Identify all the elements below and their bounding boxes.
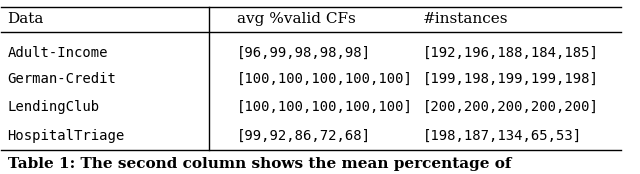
Text: [199,198,199,199,198]: [199,198,199,199,198] (423, 72, 599, 86)
Text: HospitalTriage: HospitalTriage (8, 129, 125, 143)
Text: [99,92,86,72,68]: [99,92,86,72,68] (237, 129, 371, 143)
Text: [200,200,200,200,200]: [200,200,200,200,200] (423, 100, 599, 113)
Text: Adult-Income: Adult-Income (8, 46, 108, 60)
Text: Table 1: The second column shows the mean percentage of: Table 1: The second column shows the mea… (8, 157, 511, 171)
Text: LendingClub: LendingClub (8, 100, 100, 113)
Text: avg %valid CFs: avg %valid CFs (237, 12, 356, 26)
Text: [198,187,134,65,53]: [198,187,134,65,53] (423, 129, 582, 143)
Text: Data: Data (8, 12, 44, 26)
Text: German-Credit: German-Credit (8, 72, 116, 86)
Text: [100,100,100,100,100]: [100,100,100,100,100] (237, 100, 413, 113)
Text: #instances: #instances (423, 12, 509, 26)
Text: [192,196,188,184,185]: [192,196,188,184,185] (423, 46, 599, 60)
Text: [100,100,100,100,100]: [100,100,100,100,100] (237, 72, 413, 86)
Text: [96,99,98,98,98]: [96,99,98,98,98] (237, 46, 371, 60)
